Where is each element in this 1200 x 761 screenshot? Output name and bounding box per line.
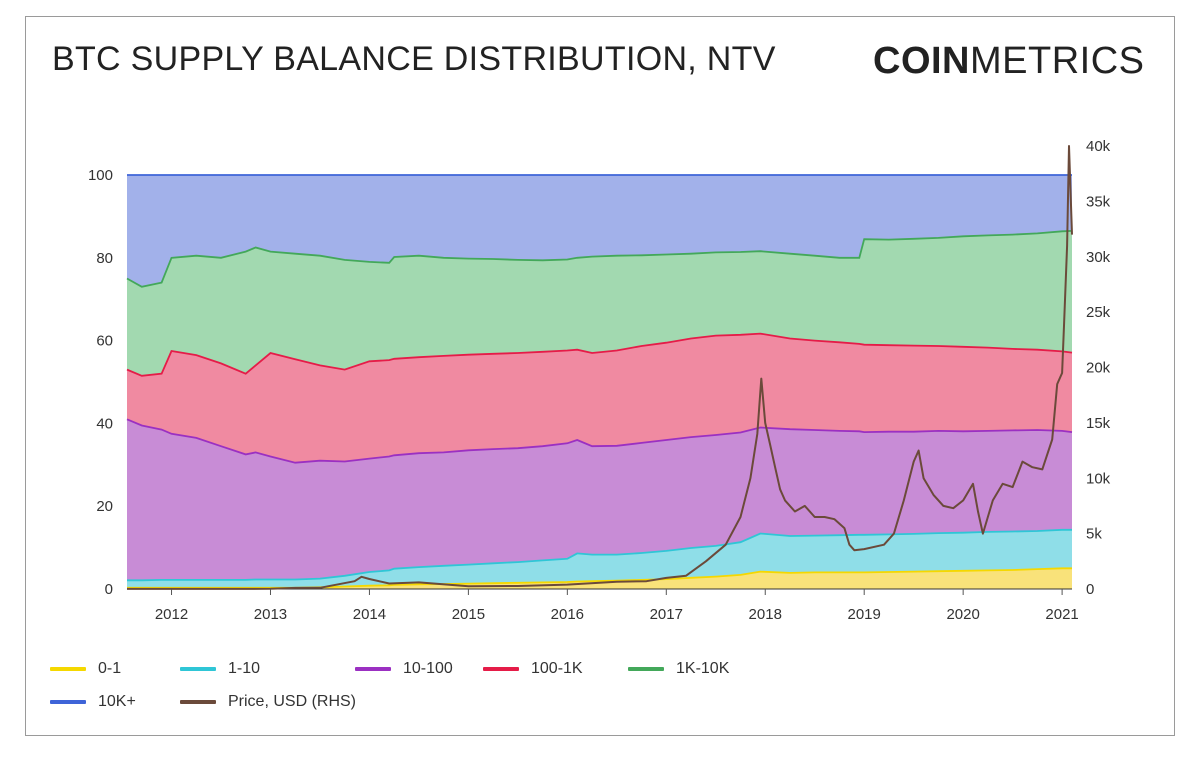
coinmetrics-logo: COINMETRICS bbox=[873, 40, 1145, 83]
legend-swatch bbox=[180, 700, 216, 704]
boundary-lines bbox=[126, 174, 1073, 589]
price-line bbox=[127, 145, 1073, 590]
right-tick-label: 35k bbox=[1086, 193, 1111, 210]
x-tick-label: 2014 bbox=[353, 606, 386, 623]
boundary-line-10-100 bbox=[126, 418, 1073, 464]
legend-item-100-1k: 100-1K bbox=[483, 660, 583, 678]
legend-swatch bbox=[180, 667, 216, 671]
boundary-line-1-10 bbox=[127, 528, 1072, 582]
right-axis-ticks: 0 5k 10k 15k 20k 25k 30k 35k 40k bbox=[1086, 138, 1111, 598]
left-tick-label: 40 bbox=[96, 415, 113, 432]
left-tick-label: 80 bbox=[96, 250, 113, 267]
legend-label: 10K+ bbox=[98, 693, 136, 710]
boundary-line-1K-10K bbox=[126, 230, 1073, 288]
legend-item-1k-10k: 1K-10K bbox=[628, 660, 729, 678]
legend-swatch bbox=[50, 667, 86, 671]
legend: 0-1 1-10 10-100 100-1K 1K-10K 10K+ Price, USD … bbox=[50, 660, 950, 720]
left-tick-label: 20 bbox=[96, 498, 113, 515]
legend-item-price-usd-rhs-: Price, USD (RHS) bbox=[180, 693, 356, 711]
left-tick-label: 100 bbox=[88, 167, 113, 184]
legend-item-0-1: 0-1 bbox=[50, 660, 121, 678]
legend-swatch bbox=[355, 667, 391, 671]
legend-item-1-10: 1-10 bbox=[180, 660, 260, 678]
left-axis-ticks: 0 20 40 60 80 100 bbox=[88, 167, 113, 598]
area-10K+ bbox=[127, 175, 1072, 287]
right-tick-label: 0 bbox=[1086, 581, 1094, 598]
right-tick-label: 5k bbox=[1086, 526, 1102, 543]
right-tick-label: 40k bbox=[1086, 138, 1111, 155]
legend-item-10-100: 10-100 bbox=[355, 660, 453, 678]
logo-bold-text: COIN bbox=[873, 40, 970, 82]
right-tick-label: 20k bbox=[1086, 360, 1111, 377]
x-tick-label: 2020 bbox=[946, 606, 979, 623]
left-tick-label: 60 bbox=[96, 333, 113, 350]
legend-swatch bbox=[628, 667, 664, 671]
x-tick-label: 2018 bbox=[749, 606, 782, 623]
x-tick-label: 2013 bbox=[254, 606, 287, 623]
right-tick-label: 10k bbox=[1086, 470, 1111, 487]
legend-label: 100-1K bbox=[531, 660, 583, 677]
legend-swatch bbox=[483, 667, 519, 671]
boundary-line-100-1K bbox=[126, 332, 1073, 377]
x-tick-label: 2016 bbox=[551, 606, 584, 623]
x-tick-label: 2021 bbox=[1045, 606, 1078, 623]
price-layer bbox=[127, 145, 1073, 590]
legend-item-10k-: 10K+ bbox=[50, 693, 136, 711]
legend-label: 1K-10K bbox=[676, 660, 730, 677]
x-tick-label: 2019 bbox=[848, 606, 881, 623]
area-layers bbox=[127, 175, 1072, 589]
legend-label: Price, USD (RHS) bbox=[228, 693, 357, 710]
x-axis-ticks: 2012 2013 2014 2015 2016 2017 2018 2019 2020 2021 bbox=[155, 589, 1079, 623]
area-1K-10K bbox=[127, 230, 1072, 376]
page-title: BTC SUPPLY BALANCE DISTRIBUTION, NTV bbox=[52, 40, 776, 78]
x-tick-label: 2017 bbox=[650, 606, 683, 623]
left-tick-label: 0 bbox=[105, 581, 113, 598]
right-tick-label: 25k bbox=[1086, 304, 1111, 321]
legend-label: 10-100 bbox=[403, 660, 453, 677]
x-tick-label: 2012 bbox=[155, 606, 188, 623]
logo-light-text: METRICS bbox=[970, 40, 1145, 82]
legend-swatch bbox=[50, 700, 86, 704]
right-tick-label: 15k bbox=[1086, 415, 1111, 432]
right-tick-label: 30k bbox=[1086, 249, 1111, 266]
x-tick-label: 2015 bbox=[452, 606, 485, 623]
boundary-line-0-1 bbox=[127, 567, 1072, 589]
area-0-1 bbox=[127, 568, 1072, 589]
legend-label: 0-1 bbox=[98, 660, 122, 677]
legend-label: 1-10 bbox=[228, 660, 261, 677]
